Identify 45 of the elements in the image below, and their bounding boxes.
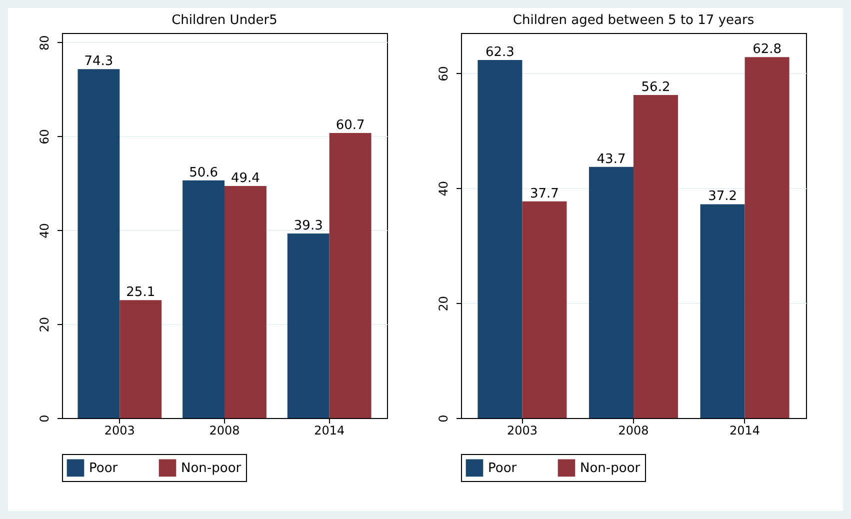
data-label: 56.2 (641, 80, 670, 96)
bar (478, 60, 522, 418)
y-tick-label: 60 (436, 66, 450, 82)
y-tick-label: 80 (38, 35, 52, 51)
chart-title: Children aged between 5 to 17 years (512, 13, 754, 28)
y-tick-label: 20 (38, 316, 52, 332)
bar (744, 57, 790, 418)
data-label: 62.8 (752, 42, 782, 58)
x-tick-label: 2003 (104, 424, 135, 438)
legend-label: Poor (89, 460, 118, 476)
x-tick-label: 2008 (209, 424, 240, 438)
bar (287, 233, 330, 418)
y-tick-label: 0 (436, 414, 450, 422)
bar (182, 180, 224, 418)
data-label: 49.4 (230, 171, 260, 186)
legend-label: Non-poor (181, 460, 242, 476)
bar (634, 95, 678, 418)
bar (588, 166, 634, 418)
bar (78, 69, 120, 418)
y-tick-label: 40 (436, 181, 450, 196)
data-label: 25.1 (126, 285, 156, 300)
data-label: 39.3 (294, 218, 323, 234)
bar (120, 300, 162, 418)
x-tick-label: 2008 (618, 424, 649, 438)
data-label: 62.3 (485, 45, 514, 60)
chart-title: Children Under5 (172, 13, 278, 28)
legend-label: Non-poor (580, 460, 641, 476)
bar (329, 133, 372, 418)
legend-label: Poor (488, 460, 518, 476)
x-tick-label: 2014 (314, 424, 345, 438)
y-tick-label: 20 (436, 296, 450, 312)
data-label: 50.6 (189, 165, 218, 180)
data-label: 37.2 (708, 189, 738, 204)
data-label: 37.7 (530, 186, 559, 202)
data-label: 60.7 (336, 118, 365, 134)
bar (700, 204, 745, 418)
bar (522, 201, 567, 418)
data-label: 43.7 (596, 152, 626, 167)
bar (224, 186, 266, 418)
x-tick-label: 2014 (730, 424, 760, 438)
x-tick-label: 2003 (506, 424, 538, 438)
y-tick-label: 40 (38, 223, 52, 238)
data-label: 74.3 (84, 54, 114, 70)
y-tick-label: 0 (38, 414, 52, 422)
y-tick-label: 60 (38, 129, 52, 144)
